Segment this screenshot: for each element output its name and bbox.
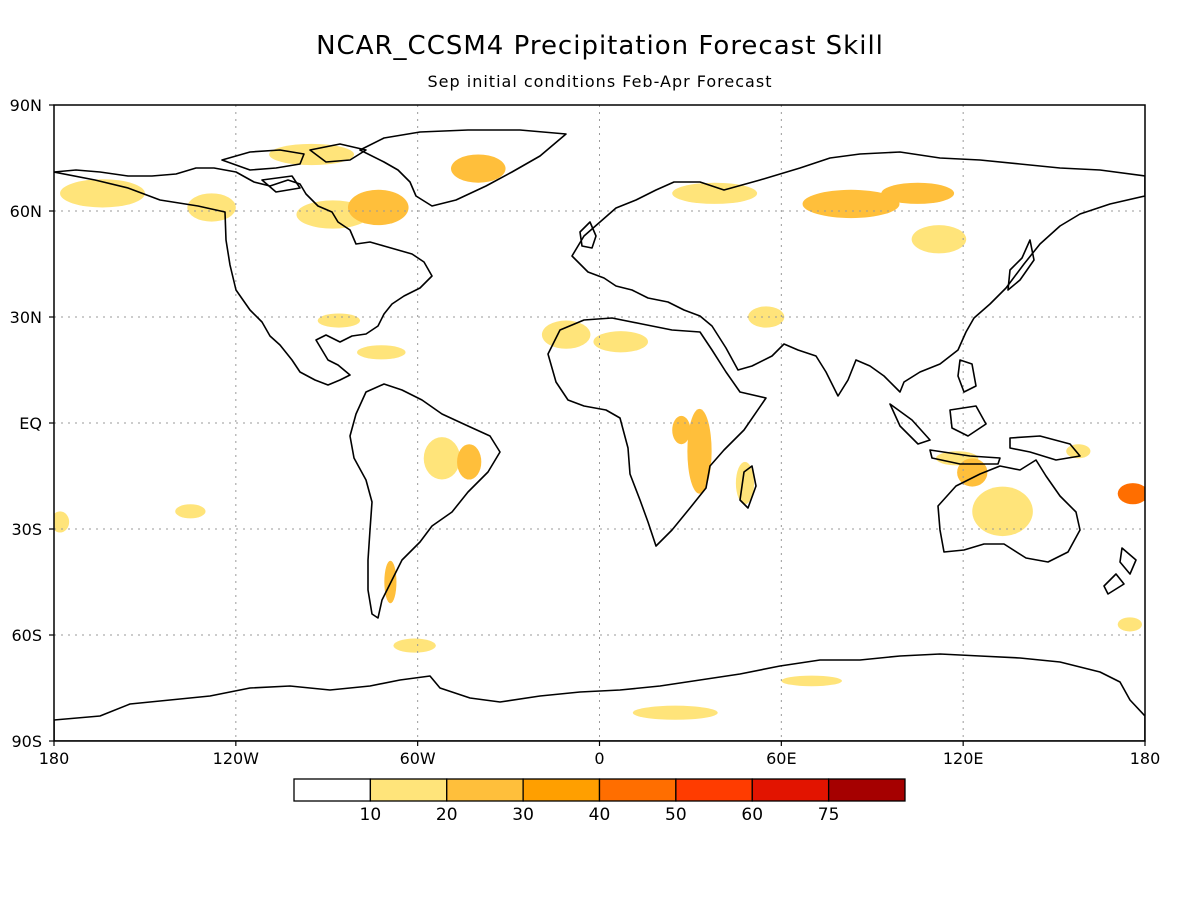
lat-tick-label: 60N [10, 202, 42, 221]
axis-labels: 180 120W 60W 0 60E 120E 180 90N 60N 30N EQ 30S 60S 90… [10, 96, 1161, 768]
map-title: NCAR_CCSM4 Precipitation Forecast Skill [316, 31, 884, 61]
colorbar-label: 50 [665, 805, 687, 825]
colorbar-swatch [751, 778, 830, 802]
skill-region [187, 193, 236, 222]
coast-antarctica [54, 653, 1145, 741]
skill-region [347, 189, 409, 226]
skill-region [593, 331, 648, 353]
lat-tick-label: 30N [10, 308, 42, 327]
lon-tick-label: 180 [39, 749, 70, 768]
colorbar-label: 40 [589, 805, 611, 825]
coastlines [54, 129, 1145, 741]
lat-tick-label: 90N [10, 96, 42, 115]
coast-madagascar [739, 465, 757, 509]
lon-tick-label: 120W [213, 749, 260, 768]
coast-british-isles [579, 221, 597, 249]
colorbar-label: 20 [436, 805, 458, 825]
skill-region [632, 705, 718, 720]
skill-region [269, 143, 355, 166]
skill-region [1117, 617, 1142, 632]
colorbar-swatch [522, 778, 601, 802]
colorbar-label: 75 [818, 805, 840, 825]
colorbar-swatch [446, 778, 524, 802]
lat-tick-label: EQ [19, 414, 42, 433]
graticule [54, 105, 1145, 741]
skill-region [672, 415, 691, 445]
coast-indonesia [889, 359, 1081, 465]
coast-greenland [359, 129, 567, 207]
skill-region [393, 638, 436, 653]
skill-region [357, 345, 406, 360]
skill-region [802, 189, 900, 219]
lat-tick-label: 60S [11, 626, 42, 645]
coast-africa [547, 317, 767, 547]
coast-south-america [349, 383, 501, 619]
colorbar-swatch [369, 778, 448, 802]
skill-region [317, 313, 361, 328]
skill-region [687, 408, 712, 494]
coast-arctic-islands [221, 143, 367, 193]
colorbar-swatch [293, 778, 372, 802]
skill-region [672, 182, 758, 204]
colorbar-swatch [827, 778, 906, 802]
skill-region [60, 179, 145, 208]
skill-region [911, 225, 967, 254]
lat-tick-label: 30S [11, 520, 42, 539]
lat-tick-label: 90S [11, 732, 42, 751]
lon-tick-label: 60W [400, 749, 436, 768]
coast-eurasia [571, 151, 1145, 397]
skill-region [957, 458, 988, 487]
skill-region [881, 182, 955, 204]
colorbar: 10 20 30 40 50 60 75 [293, 778, 906, 825]
coast-north-america [54, 167, 433, 386]
lon-tick-label: 120E [943, 749, 984, 768]
skill-region [972, 486, 1033, 537]
skill-region [1117, 483, 1145, 505]
colorbar-swatch [598, 778, 677, 802]
skill-region [423, 437, 461, 480]
skill-region [541, 320, 591, 349]
skill-region [451, 154, 506, 183]
skill-region [781, 675, 842, 687]
lon-tick-label: 0 [594, 749, 604, 768]
colorbar-label: 10 [360, 805, 382, 825]
colorbar-swatch [675, 778, 753, 802]
skill-region [54, 511, 70, 533]
coast-australia [937, 459, 1081, 563]
skill-region [747, 306, 785, 328]
coast-new-zealand [1103, 547, 1137, 595]
skill-region [175, 504, 206, 519]
colorbar-label: 30 [512, 805, 534, 825]
map-subtitle: Sep initial conditions Feb-Apr Forecast [428, 72, 773, 91]
map-plot-area [53, 104, 1146, 742]
lon-tick-label: 180 [1130, 749, 1161, 768]
colorbar-label: 60 [741, 805, 763, 825]
skill-region [457, 444, 482, 480]
lon-tick-label: 60E [766, 749, 796, 768]
coast-japan [1007, 239, 1035, 291]
